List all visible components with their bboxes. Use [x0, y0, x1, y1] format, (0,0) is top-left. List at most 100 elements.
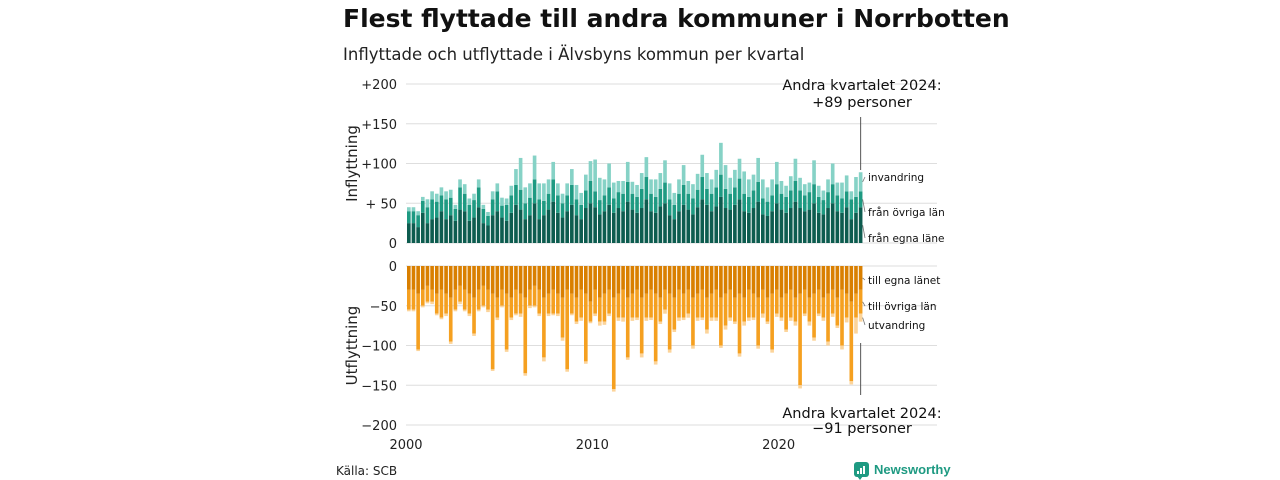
out-bar-till-övriga-län	[747, 289, 751, 318]
in-bar-invandring	[481, 204, 486, 209]
in-bar-från-egna-länet	[588, 203, 593, 243]
in-bar-från-övriga-län	[602, 195, 607, 212]
out-bar-till-egna-länet	[635, 266, 639, 290]
in-bar-från-övriga-län	[821, 200, 826, 215]
in-bar-från-övriga-län	[434, 201, 439, 218]
out-bar-till-egna-länet	[560, 266, 565, 298]
out-bar-utvandring	[681, 317, 686, 321]
out-bar-utvandring	[486, 309, 490, 313]
out-bar-till-egna-länet	[747, 266, 751, 290]
in-bar-från-övriga-län	[490, 199, 495, 216]
out-bar-utvandring	[560, 337, 565, 341]
out-bar-till-övriga-län	[751, 293, 756, 318]
in-bar-från-övriga-län	[462, 193, 467, 212]
in-bar-invandring	[723, 165, 728, 189]
in-bar-från-övriga-län	[616, 192, 621, 209]
in-bar-från-egna-länet	[420, 212, 425, 243]
out-bar-till-egna-länet	[453, 266, 458, 290]
out-bar-utvandring	[611, 389, 616, 392]
newsworthy-icon	[854, 462, 869, 480]
out-bar-till-egna-länet	[630, 266, 635, 294]
in-bar-från-övriga-län	[812, 184, 816, 204]
in-bar-invandring	[444, 191, 448, 200]
in-bar-från-övriga-län	[630, 193, 635, 210]
out-bar-utvandring	[858, 313, 863, 322]
in-bar-från-egna-länet	[695, 207, 700, 243]
out-bar-till-egna-länet	[719, 266, 723, 298]
in-bar-invandring	[630, 181, 635, 194]
in-bar-från-egna-länet	[537, 219, 542, 243]
in-bar-från-övriga-län	[830, 184, 835, 204]
out-bar-till-egna-länet	[667, 266, 672, 294]
out-bar-utvandring	[723, 325, 728, 330]
out-bar-till-övriga-län	[467, 293, 472, 314]
out-bar-utvandring	[779, 317, 784, 321]
in-bar-från-övriga-län	[858, 191, 863, 208]
out-bar-till-övriga-län	[565, 289, 570, 370]
out-bar-till-övriga-län	[411, 289, 416, 310]
out-bar-till-egna-länet	[434, 266, 439, 294]
out-bar-utvandring	[747, 317, 751, 321]
in-bar-från-egna-länet	[728, 209, 733, 243]
in-bar-från-övriga-län	[556, 195, 560, 213]
out-bar-till-övriga-län	[616, 293, 621, 318]
source-note: Källa: SCB	[336, 464, 398, 478]
in-bar-invandring	[653, 179, 658, 197]
out-bar-till-egna-länet	[774, 266, 779, 290]
out-bar-utvandring	[816, 313, 821, 317]
out-bar-till-övriga-län	[537, 289, 542, 314]
in-annotation-line1: Andra kvartalet 2024:	[782, 78, 941, 94]
in-bar-från-egna-länet	[663, 203, 667, 243]
out-bar-till-övriga-län	[588, 301, 593, 322]
in-bar-från-egna-länet	[430, 219, 434, 243]
out-bar-till-övriga-län	[500, 289, 504, 306]
out-bar-till-övriga-län	[714, 289, 719, 318]
in-bar-från-övriga-län	[528, 197, 532, 216]
in-bar-från-egna-länet	[812, 203, 816, 243]
out-bar-utvandring	[420, 305, 425, 308]
in-bar-från-övriga-län	[518, 189, 523, 210]
out-bar-till-övriga-län	[444, 293, 448, 314]
out-bar-till-egna-länet	[607, 266, 611, 290]
in-bar-invandring	[425, 199, 430, 208]
in-bar-invandring	[542, 183, 546, 201]
in-bar-invandring	[621, 180, 625, 194]
in-bar-från-övriga-län	[444, 199, 448, 220]
out-bar-till-övriga-län	[835, 297, 840, 326]
in-bar-från-egna-länet	[770, 211, 774, 243]
in-bar-från-övriga-län	[546, 193, 551, 210]
in-bar-från-egna-länet	[467, 220, 472, 243]
out-bar-utvandring	[593, 313, 597, 317]
out-bar-utvandring	[523, 373, 528, 376]
out-axis-label: Utflyttning	[343, 306, 361, 386]
out-bar-utvandring	[500, 305, 504, 308]
in-bar-från-egna-länet	[574, 215, 579, 243]
out-bar-till-övriga-län	[742, 297, 747, 322]
in-bar-invandring	[602, 179, 607, 196]
in-bar-från-egna-länet	[625, 201, 630, 243]
out-bar-till-övriga-län	[504, 293, 509, 350]
out-bar-till-egna-länet	[686, 266, 691, 290]
in-bar-från-övriga-län	[788, 190, 793, 209]
out-bar-till-övriga-län	[830, 289, 835, 314]
in-bar-från-egna-länet	[518, 209, 523, 243]
in-bar-från-egna-länet	[448, 215, 453, 243]
out-bar-utvandring	[830, 313, 835, 317]
in-bar-från-övriga-län	[784, 196, 788, 213]
out-bar-till-egna-länet	[700, 266, 705, 290]
in-bar-invandring	[747, 179, 751, 197]
out-bar-till-egna-länet	[733, 266, 737, 298]
out-bar-utvandring	[556, 313, 560, 317]
out-bar-till-övriga-län	[686, 289, 691, 314]
in-bar-invandring	[733, 169, 737, 188]
out-y-tick-label: −150	[361, 379, 397, 394]
in-bar-invandring	[565, 183, 570, 196]
newsworthy-logo[interactable]: Newsworthy	[854, 462, 951, 480]
out-bar-utvandring	[565, 369, 570, 372]
in-bar-från-egna-länet	[649, 211, 653, 243]
in-bar-invandring	[798, 177, 802, 191]
in-bar-invandring	[840, 182, 844, 199]
out-bar-till-egna-länet	[812, 266, 816, 294]
in-bar-invandring	[453, 204, 458, 209]
in-bar-invandring	[537, 183, 542, 200]
